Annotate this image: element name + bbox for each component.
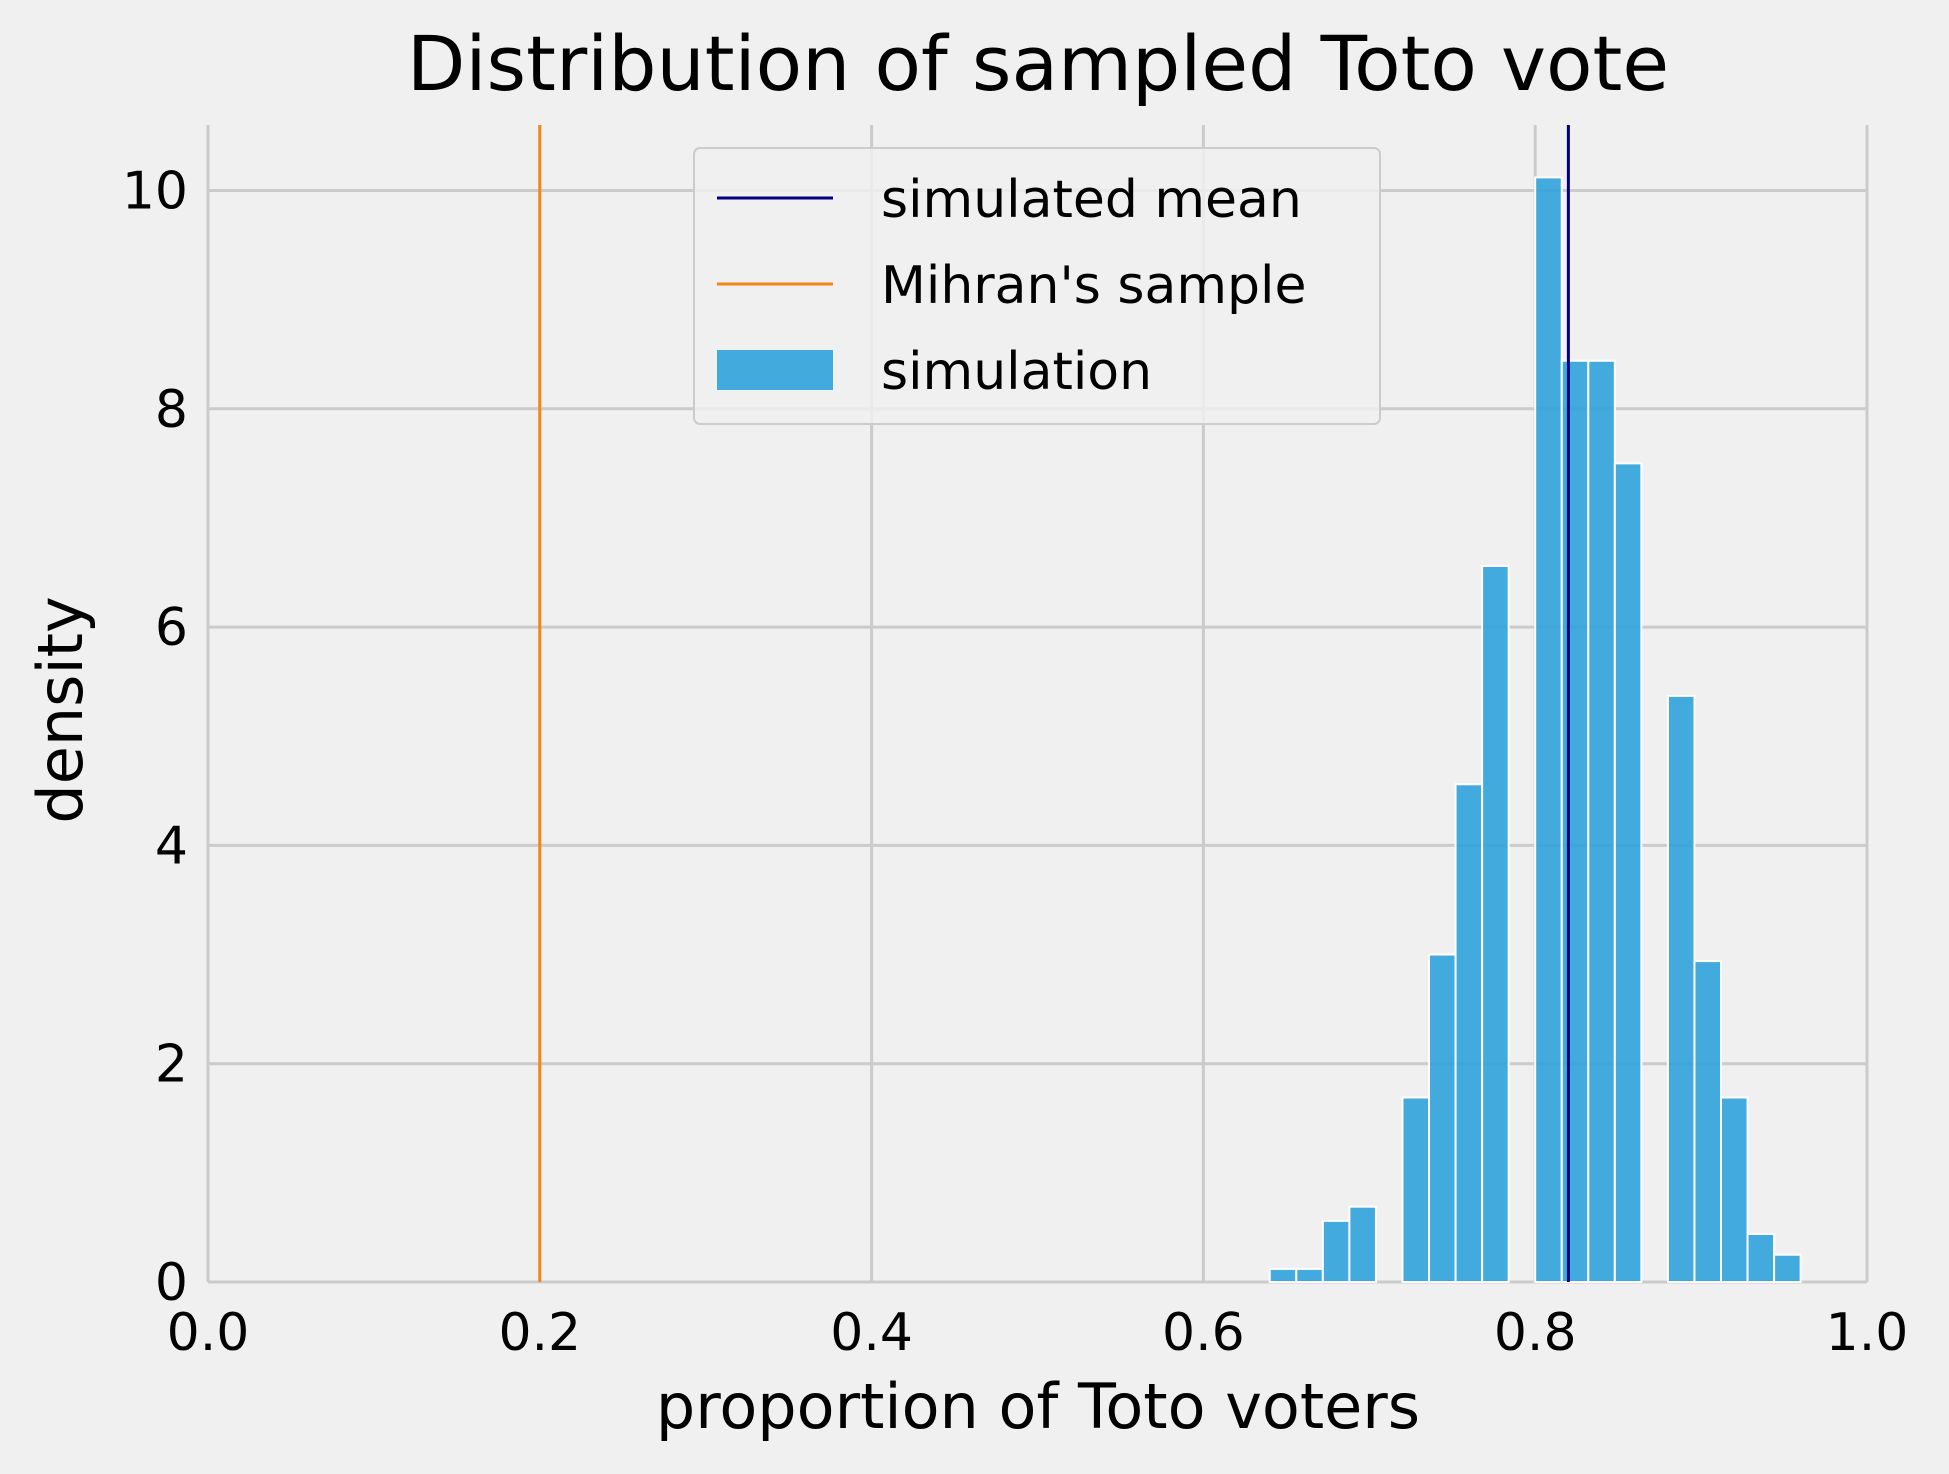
legend-frame: [693, 147, 1381, 425]
reference-lines: [538, 125, 1570, 1282]
histogram-bar-12: [1666, 694, 1696, 1283]
legend-label-0: simulated mean: [881, 170, 1302, 230]
histogram-bar-14: [1720, 1096, 1749, 1283]
y-tick-label-2: 4: [155, 816, 188, 876]
histogram-bar-2: [1321, 1219, 1351, 1284]
x-axis-label: proportion of Toto voters: [656, 1370, 1420, 1443]
legend-label-1: Mihran's sample: [881, 256, 1306, 316]
histogram-bar-8: [1534, 176, 1563, 1283]
x-tick-label-0: 0.0: [167, 1303, 250, 1363]
x-tick-label-2: 0.4: [830, 1303, 913, 1363]
legend-label-2: simulation: [881, 342, 1152, 402]
histogram-bar-4: [1401, 1096, 1431, 1283]
legend-swatch-2: [717, 350, 833, 390]
histogram-bar-1: [1295, 1267, 1324, 1283]
y-tick-label-5: 10: [122, 161, 188, 221]
x-tick-label-4: 0.8: [1494, 1303, 1577, 1363]
histogram-bar-16: [1773, 1253, 1802, 1284]
histogram-bar-0: [1268, 1267, 1298, 1283]
y-tick-label-4: 8: [155, 380, 188, 440]
y-tick-label-0: 0: [155, 1253, 188, 1313]
histogram-bar-6: [1454, 783, 1484, 1284]
histogram-bar-13: [1693, 960, 1723, 1284]
histogram-bar-3: [1348, 1205, 1377, 1283]
histogram-bar-5: [1428, 953, 1457, 1283]
legend: simulated mean Mihran's sample simulation: [693, 147, 1381, 425]
x-tick-label-3: 0.6: [1162, 1303, 1245, 1363]
histogram-bar-7: [1481, 564, 1510, 1283]
x-tick-label-1: 0.2: [498, 1303, 581, 1363]
histogram-bar-10: [1587, 359, 1616, 1283]
histogram-bars: [1268, 176, 1802, 1284]
y-axis-label: density: [24, 596, 97, 823]
y-tick-label-1: 2: [155, 1035, 188, 1095]
y-tick-label-3: 6: [155, 598, 188, 658]
histogram-bar-11: [1613, 462, 1643, 1283]
histogram-bar-9: [1560, 359, 1590, 1283]
chart-title: Distribution of sampled Toto vote: [407, 19, 1669, 108]
tick-labels: 0.0 0.2 0.4 0.6 0.8 1.0 0 2 4 6 8 10: [122, 161, 1909, 1363]
histogram-bar-15: [1746, 1232, 1776, 1284]
x-tick-label-5: 1.0: [1826, 1303, 1909, 1363]
